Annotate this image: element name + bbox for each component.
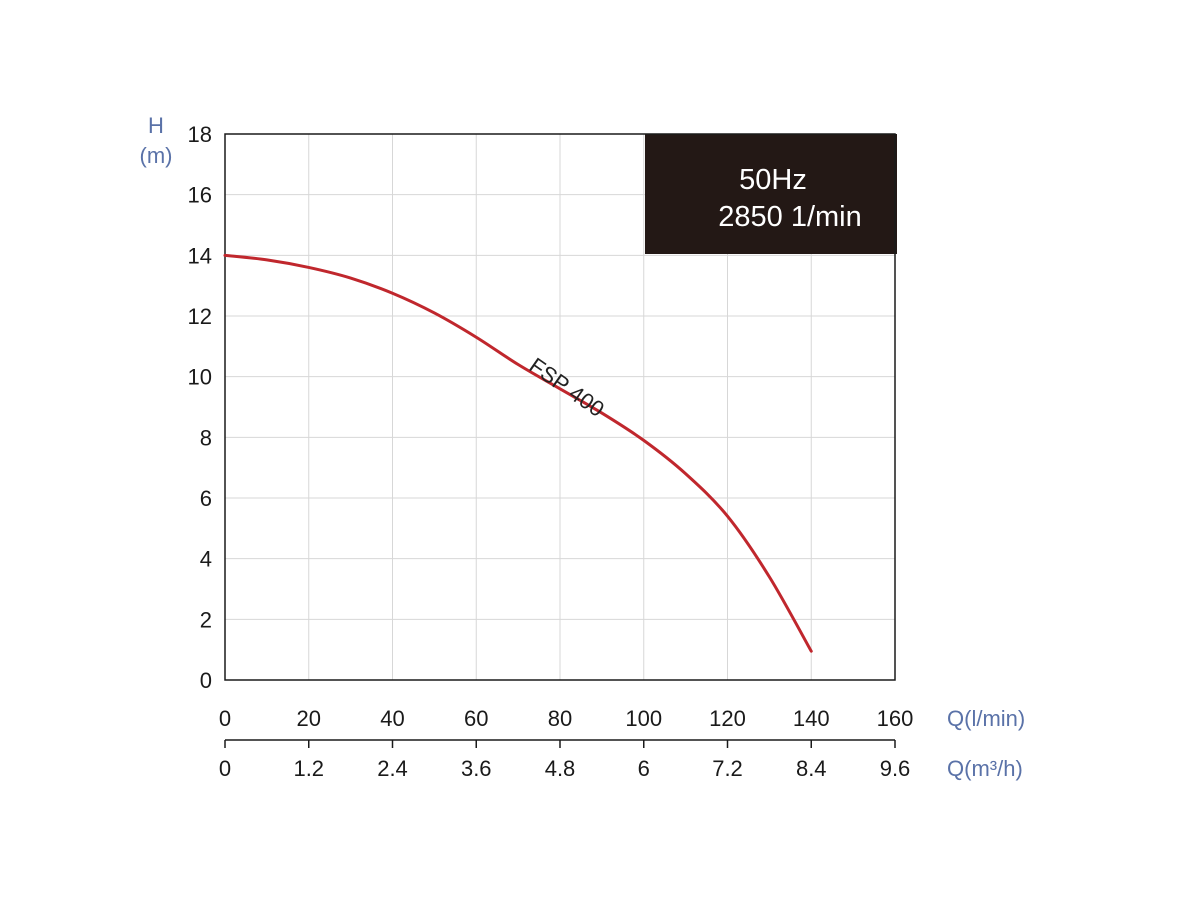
x-tick-label-m3h: 7.2: [712, 756, 743, 781]
x-tick-label-m3h: 4.8: [545, 756, 576, 781]
x-tick-label-lmin: 40: [380, 706, 404, 731]
x-axes: 0 20 40 60 80 100 120 140 160 Q(l/min) 0 1.2 2.4 3.6 4…: [219, 706, 1025, 781]
x-tick-label-m3h: 0: [219, 756, 231, 781]
y-tick-label: 16: [188, 183, 212, 208]
curves: FSP 400: [223, 253, 813, 653]
x-tick-label-lmin: 140: [793, 706, 830, 731]
x-tick-label-lmin: 0: [219, 706, 231, 731]
grid: [224, 133, 896, 681]
series-curve-0: [223, 253, 813, 653]
x-tick-label-m3h: 2.4: [377, 756, 408, 781]
x-tick-label-m3h: 3.6: [461, 756, 492, 781]
info-box: [645, 134, 897, 254]
x-tick-label-m3h: 6: [638, 756, 650, 781]
x-tick-label-lmin: 60: [464, 706, 488, 731]
y-axis-ticks: 0 2 4 6 8 10 12 14 16 18: [188, 122, 212, 693]
x-tick-label-lmin: 20: [297, 706, 321, 731]
x-tick-label-m3h: 8.4: [796, 756, 827, 781]
y-tick-label: 4: [200, 547, 212, 572]
y-tick-label: 0: [200, 668, 212, 693]
y-tick-label: 6: [200, 486, 212, 511]
plot-frame: [224, 133, 896, 681]
y-tick-label: 10: [188, 365, 212, 390]
y-tick-label: 12: [188, 304, 212, 329]
x-tick-label-m3h: 9.6: [880, 756, 911, 781]
x-tick-label-lmin: 120: [709, 706, 746, 731]
x-axis-label-lmin: Q(l/min): [947, 706, 1025, 731]
x-tick-label-m3h: 1.2: [293, 756, 324, 781]
y-axis-label: H: [148, 113, 164, 138]
y-tick-label: 8: [200, 425, 212, 450]
info-speed: 2850 1/min: [718, 201, 862, 233]
x-tick-label-lmin: 160: [877, 706, 914, 731]
y-tick-label: 18: [188, 122, 212, 147]
info-frequency: 50Hz: [739, 164, 807, 196]
y-tick-label: 14: [188, 243, 212, 268]
y-tick-label: 2: [200, 607, 212, 632]
series-label-0: FSP 400: [525, 353, 609, 422]
x-tick-label-lmin: 80: [548, 706, 572, 731]
y-axis-unit: (m): [140, 143, 173, 168]
x-axis-label-m3h: Q(m³/h): [947, 756, 1023, 781]
x-tick-label-lmin: 100: [625, 706, 662, 731]
